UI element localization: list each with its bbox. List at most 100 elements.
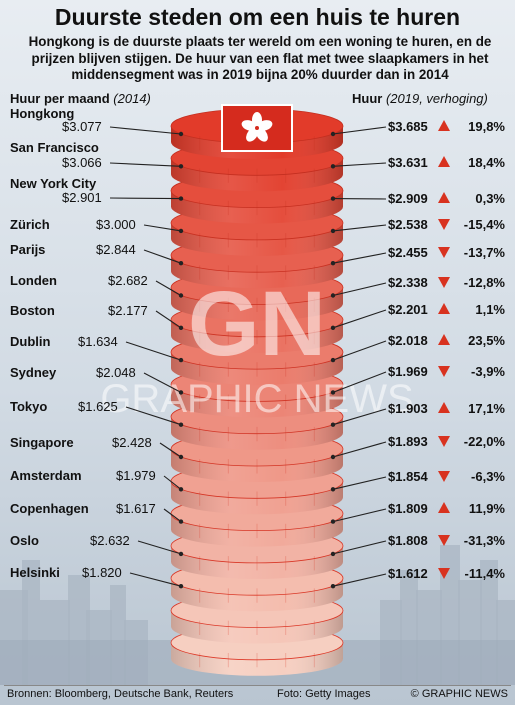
change-label: -15,4% bbox=[464, 217, 506, 232]
leader-right bbox=[332, 309, 387, 329]
city-label: Singapore bbox=[10, 435, 74, 450]
leader-left bbox=[125, 406, 182, 426]
triangle-down-icon bbox=[438, 436, 450, 447]
leader-dot bbox=[330, 164, 336, 169]
leader-left bbox=[163, 508, 182, 523]
leader-dot bbox=[178, 390, 184, 395]
watermark-logo: GN bbox=[188, 273, 326, 375]
rent-2019-label: $1.893 bbox=[388, 434, 428, 449]
leader-right bbox=[332, 126, 387, 135]
rent-2019-label: $2.018 bbox=[388, 333, 428, 348]
rent-2014-label: $2.632 bbox=[90, 533, 130, 548]
leader-right bbox=[332, 252, 387, 264]
leader-dot bbox=[178, 487, 184, 492]
change-label: 0,3% bbox=[475, 191, 505, 206]
leader-dot bbox=[178, 261, 184, 266]
leader-right bbox=[332, 441, 387, 458]
row-labels: Huur per maand (2014) Huur (2019, verhogi… bbox=[10, 91, 505, 581]
triangle-down-icon bbox=[438, 366, 450, 377]
leader-dot bbox=[178, 584, 184, 589]
leader-dot bbox=[330, 357, 336, 363]
leader-dot bbox=[178, 293, 184, 298]
city-label: Parijs bbox=[10, 242, 45, 257]
change-label: 11,9% bbox=[469, 501, 506, 516]
watermark-text: GRAPHIC NEWS bbox=[100, 377, 413, 421]
leader-right bbox=[332, 476, 387, 490]
city-label: Zürich bbox=[10, 217, 50, 232]
leader-right bbox=[332, 540, 387, 555]
change-label: -13,7% bbox=[464, 245, 506, 260]
leader-dot bbox=[178, 325, 184, 330]
change-label: 23,5% bbox=[468, 333, 505, 348]
city-label: Amsterdam bbox=[10, 468, 82, 483]
triangle-down-icon bbox=[438, 247, 450, 258]
city-label: Sydney bbox=[10, 365, 57, 380]
leader-right bbox=[332, 162, 387, 167]
rent-2019-label: $2.338 bbox=[388, 275, 428, 290]
triangle-up-icon bbox=[438, 156, 450, 167]
triangle-up-icon bbox=[438, 120, 450, 131]
rent-2014-label: $2.428 bbox=[112, 435, 152, 450]
leader-right bbox=[332, 508, 387, 523]
leader-left bbox=[109, 197, 182, 200]
leader-left bbox=[155, 310, 182, 329]
change-label: -6,3% bbox=[471, 469, 505, 484]
page-subtitle: Hongkong is de duurste plaats ter wereld… bbox=[28, 34, 492, 82]
leader-lines bbox=[109, 126, 387, 589]
rent-2019-label: $1.808 bbox=[388, 533, 428, 548]
triangle-down-icon bbox=[438, 568, 450, 579]
page-title: Duurste steden om een huis te huren bbox=[54, 4, 461, 30]
rent-2014-label: $3.066 bbox=[62, 155, 102, 170]
leader-left bbox=[143, 372, 182, 393]
rent-2019-label: $3.685 bbox=[388, 119, 428, 134]
rent-2014-label: $1.617 bbox=[116, 501, 156, 516]
leader-right bbox=[332, 408, 387, 426]
leader-dot bbox=[178, 164, 184, 169]
triangle-down-icon bbox=[438, 535, 450, 546]
leader-dot bbox=[178, 519, 184, 524]
leader-dot bbox=[178, 131, 184, 137]
leader-dot bbox=[330, 390, 336, 395]
rent-2014-label: $2.844 bbox=[96, 242, 136, 257]
leader-left bbox=[129, 572, 182, 587]
leader-dot bbox=[330, 422, 336, 427]
leader-dot bbox=[330, 519, 336, 524]
rent-2014-label: $3.000 bbox=[96, 217, 136, 232]
leader-right bbox=[332, 573, 387, 587]
left-header: Huur per maand (2014) bbox=[10, 91, 151, 106]
flag-petal bbox=[255, 127, 268, 142]
city-label: Hongkong bbox=[10, 106, 74, 121]
rent-2014-label: $1.820 bbox=[82, 565, 122, 580]
triangle-up-icon bbox=[438, 502, 450, 513]
rent-2014-label: $1.625 bbox=[78, 399, 118, 414]
footer-photo-credit: Foto: Getty Images bbox=[277, 688, 371, 700]
leader-dot bbox=[330, 551, 336, 557]
leader-right bbox=[332, 371, 387, 393]
change-label: 19,8% bbox=[468, 119, 505, 134]
leader-dot bbox=[330, 293, 336, 298]
rent-2014-label: $2.901 bbox=[62, 190, 102, 205]
leader-left bbox=[125, 341, 182, 361]
rent-2019-label: $2.455 bbox=[388, 245, 428, 260]
footer-copyright: © GRAPHIC NEWS bbox=[410, 688, 508, 700]
rent-2019-label: $1.612 bbox=[388, 566, 428, 581]
change-label: -11,4% bbox=[465, 566, 506, 581]
leader-dot bbox=[178, 422, 184, 427]
city-label: Dublin bbox=[10, 334, 50, 349]
leader-left bbox=[109, 126, 182, 135]
rent-2019-label: $2.909 bbox=[388, 191, 428, 206]
rent-2019-label: $2.538 bbox=[388, 217, 428, 232]
city-label: Oslo bbox=[10, 533, 39, 548]
triangle-down-icon bbox=[438, 471, 450, 482]
triangle-up-icon bbox=[438, 192, 450, 203]
leader-dot bbox=[178, 551, 184, 557]
change-label: -31,3% bbox=[464, 533, 506, 548]
leader-left bbox=[155, 280, 182, 296]
leader-left bbox=[109, 162, 182, 167]
triangle-up-icon bbox=[438, 402, 450, 413]
rent-2014-label: $2.048 bbox=[96, 365, 136, 380]
leader-dot bbox=[178, 454, 184, 460]
city-skyline-photo bbox=[0, 545, 515, 685]
rent-2019-label: $1.903 bbox=[388, 401, 428, 416]
